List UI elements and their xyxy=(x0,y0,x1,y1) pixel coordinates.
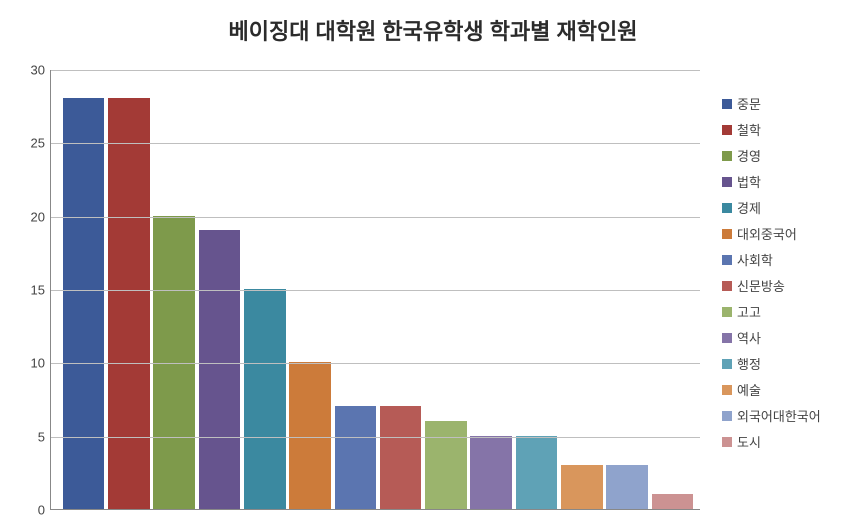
legend-item: 신문방송 xyxy=(722,276,821,295)
legend-item: 행정 xyxy=(722,354,821,373)
legend-item: 외국어대한국어 xyxy=(722,406,821,425)
bar xyxy=(561,465,603,509)
legend-swatch xyxy=(722,333,732,343)
y-tick-label: 15 xyxy=(31,283,51,298)
legend-item: 법학 xyxy=(722,172,821,191)
legend-item: 경영 xyxy=(722,146,821,165)
y-tick-label: 10 xyxy=(31,356,51,371)
legend-item: 예술 xyxy=(722,380,821,399)
bar xyxy=(606,465,648,509)
gridline xyxy=(51,70,700,71)
legend-item: 대외중국어 xyxy=(722,224,821,243)
bar xyxy=(335,406,377,509)
legend-label: 사회학 xyxy=(737,250,773,269)
gridline xyxy=(51,290,700,291)
legend-label: 예술 xyxy=(737,380,761,399)
legend: 중문철학경영법학경제대외중국어사회학신문방송고고역사행정예술외국어대한국어도시 xyxy=(722,94,821,458)
legend-swatch xyxy=(722,437,732,447)
legend-swatch xyxy=(722,411,732,421)
legend-swatch xyxy=(722,385,732,395)
legend-item: 철학 xyxy=(722,120,821,139)
legend-item: 경제 xyxy=(722,198,821,217)
legend-swatch xyxy=(722,281,732,291)
y-tick-label: 20 xyxy=(31,209,51,224)
legend-label: 신문방송 xyxy=(737,276,785,295)
legend-swatch xyxy=(722,99,732,109)
legend-label: 경제 xyxy=(737,198,761,217)
bar xyxy=(153,216,195,509)
legend-item: 도시 xyxy=(722,432,821,451)
bar xyxy=(516,436,558,509)
gridline xyxy=(51,363,700,364)
legend-swatch xyxy=(722,255,732,265)
bar xyxy=(63,98,105,509)
legend-label: 대외중국어 xyxy=(737,224,797,243)
legend-label: 철학 xyxy=(737,120,761,139)
legend-swatch xyxy=(722,203,732,213)
gridline xyxy=(51,217,700,218)
legend-swatch xyxy=(722,307,732,317)
legend-item: 역사 xyxy=(722,328,821,347)
legend-label: 고고 xyxy=(737,302,761,321)
legend-swatch xyxy=(722,229,732,239)
chart-container: 베이징대 대학원 한국유학생 학과별 재학인원 051015202530 중문철… xyxy=(0,0,866,532)
legend-label: 경영 xyxy=(737,146,761,165)
legend-label: 중문 xyxy=(737,94,761,113)
bar xyxy=(425,421,467,509)
y-tick-label: 0 xyxy=(38,503,51,518)
bar xyxy=(470,436,512,509)
legend-label: 역사 xyxy=(737,328,761,347)
bar xyxy=(380,406,422,509)
chart-title: 베이징대 대학원 한국유학생 학과별 재학인원 xyxy=(0,14,866,46)
y-tick-label: 30 xyxy=(31,63,51,78)
bar xyxy=(199,230,241,509)
legend-item: 사회학 xyxy=(722,250,821,269)
legend-label: 도시 xyxy=(737,432,761,451)
gridline xyxy=(51,143,700,144)
y-tick-label: 5 xyxy=(38,429,51,444)
legend-swatch xyxy=(722,177,732,187)
y-tick-label: 25 xyxy=(31,136,51,151)
legend-label: 행정 xyxy=(737,354,761,373)
bar xyxy=(244,289,286,509)
bar xyxy=(108,98,150,509)
gridline xyxy=(51,437,700,438)
legend-item: 고고 xyxy=(722,302,821,321)
legend-label: 법학 xyxy=(737,172,761,191)
legend-swatch xyxy=(722,151,732,161)
legend-label: 외국어대한국어 xyxy=(737,406,821,425)
legend-swatch xyxy=(722,125,732,135)
legend-item: 중문 xyxy=(722,94,821,113)
legend-swatch xyxy=(722,359,732,369)
plot-area: 051015202530 xyxy=(50,70,700,510)
bar xyxy=(652,494,694,509)
